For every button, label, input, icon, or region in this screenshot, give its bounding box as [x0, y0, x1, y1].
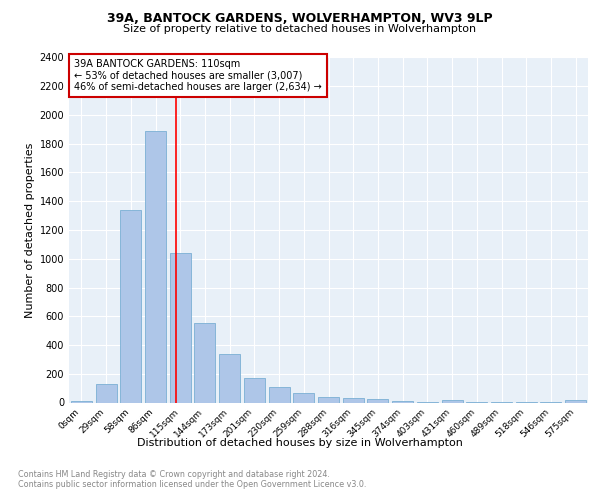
Bar [293, 393, 314, 402]
Text: 39A BANTOCK GARDENS: 110sqm
← 53% of detached houses are smaller (3,007)
46% of : 39A BANTOCK GARDENS: 110sqm ← 53% of det… [74, 59, 322, 92]
Bar [71, 401, 92, 402]
Bar [95, 384, 116, 402]
Bar [392, 401, 413, 402]
Bar [145, 131, 166, 402]
Bar [343, 398, 364, 402]
Bar [244, 378, 265, 402]
Text: Distribution of detached houses by size in Wolverhampton: Distribution of detached houses by size … [137, 438, 463, 448]
Bar [269, 386, 290, 402]
Text: Contains HM Land Registry data © Crown copyright and database right 2024.: Contains HM Land Registry data © Crown c… [18, 470, 330, 479]
Y-axis label: Number of detached properties: Number of detached properties [25, 142, 35, 318]
Bar [194, 324, 215, 402]
Bar [565, 400, 586, 402]
Bar [170, 253, 191, 402]
Text: Contains public sector information licensed under the Open Government Licence v3: Contains public sector information licen… [18, 480, 367, 489]
Bar [442, 400, 463, 402]
Bar [120, 210, 141, 402]
Bar [219, 354, 240, 403]
Bar [318, 397, 339, 402]
Text: 39A, BANTOCK GARDENS, WOLVERHAMPTON, WV3 9LP: 39A, BANTOCK GARDENS, WOLVERHAMPTON, WV3… [107, 12, 493, 26]
Text: Size of property relative to detached houses in Wolverhampton: Size of property relative to detached ho… [124, 24, 476, 34]
Bar [367, 400, 388, 402]
